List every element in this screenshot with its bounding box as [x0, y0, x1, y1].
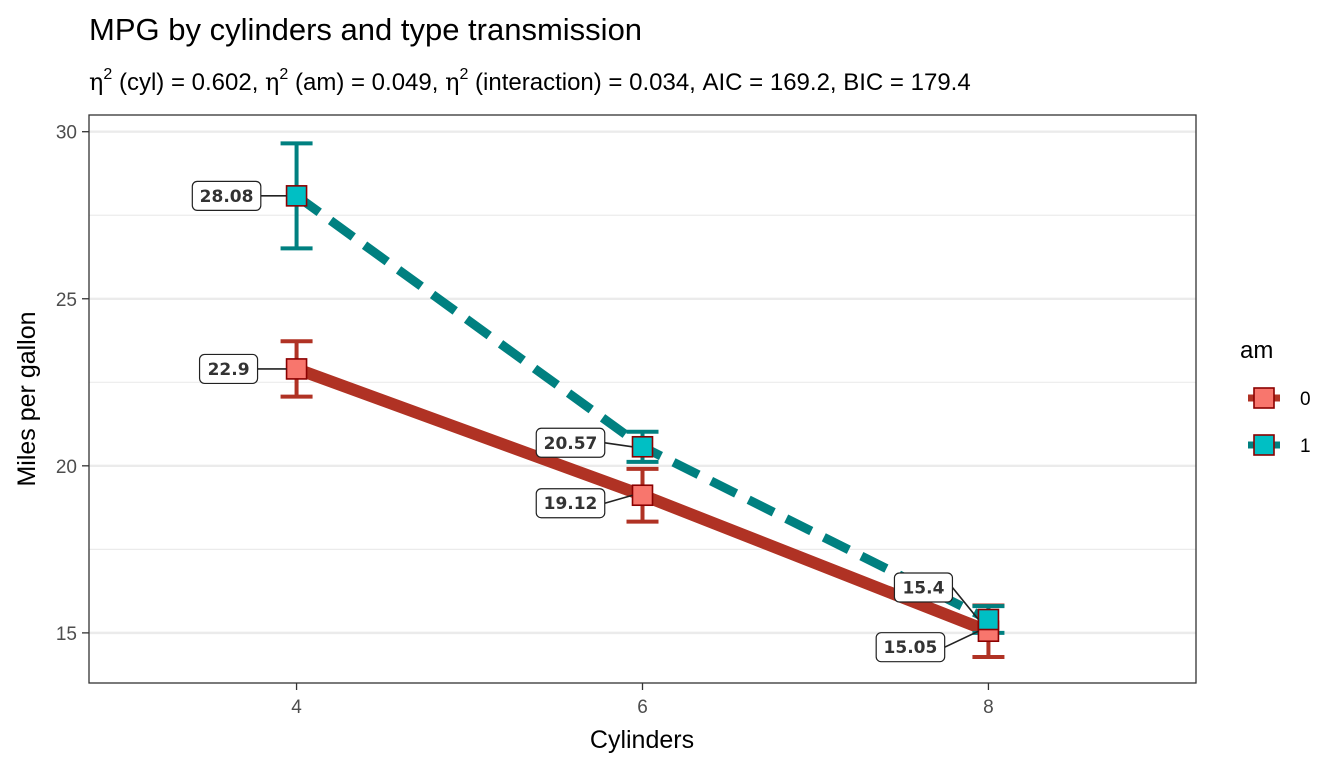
data-label-box — [535, 488, 606, 519]
axes: 15 20 25 30 4 6 8 — [56, 123, 994, 718]
legend-key-point — [1253, 434, 1275, 456]
subtitle-am: (am) = 0.049, — [288, 69, 445, 96]
data-label-leader — [944, 630, 979, 648]
data-label-text: 22.9 — [208, 360, 250, 380]
x-tick-label: 6 — [637, 697, 648, 718]
minor-grid — [89, 214, 1196, 550]
y-tick-label: 25 — [56, 290, 77, 311]
superscript-cyl: 2 — [103, 66, 112, 83]
y-tick-label: 15 — [56, 624, 77, 645]
data-label: 15.05 — [875, 630, 979, 663]
subtitle-interaction: (interaction) = 0.034, AIC = 169.2, BIC … — [468, 69, 970, 96]
subtitle-cyl: (cyl) = 0.602, — [112, 69, 265, 96]
major-grid — [89, 130, 1196, 635]
legend-item-0: 0 — [1248, 387, 1311, 410]
chart-title: MPG by cylinders and type transmission — [89, 12, 642, 47]
data-label: 19.12 — [535, 488, 633, 519]
x-tick-label: 8 — [983, 697, 994, 718]
legend-title: am — [1240, 337, 1273, 364]
chart-subtitle: η2 (cyl) = 0.602, η2 (am) = 0.049, η2 (i… — [89, 66, 971, 96]
data-point — [631, 484, 654, 507]
data-label-text: 28.08 — [200, 187, 254, 207]
data-label: 28.08 — [191, 180, 287, 211]
data-label-box — [893, 572, 954, 603]
data-label-text: 15.4 — [902, 579, 944, 599]
data-label-box — [191, 180, 262, 211]
data-label-leader — [951, 587, 980, 621]
data-point — [631, 435, 654, 458]
data-label-text: 15.05 — [884, 638, 938, 658]
eta-symbol-cyl: η — [89, 68, 103, 96]
legend-label: 1 — [1300, 436, 1311, 457]
data-point — [977, 608, 1000, 631]
data-point — [285, 185, 308, 207]
legend-item-1: 1 — [1248, 434, 1311, 457]
legend: am 0 1 — [1240, 337, 1311, 457]
eta-symbol-interaction: η — [445, 68, 459, 96]
y-tick-label: 20 — [56, 457, 77, 478]
data-label-text: 19.12 — [544, 494, 598, 514]
data-labels: 22.9 19.12 15.05 28.08 20.57 15.4 — [191, 180, 980, 663]
legend-key-point — [1253, 387, 1275, 409]
superscript-am: 2 — [279, 66, 288, 83]
data-label-text: 20.57 — [544, 434, 598, 454]
data-point — [285, 358, 308, 380]
data-label-leader — [604, 494, 633, 504]
y-axis-title: Miles per gallon — [13, 311, 41, 486]
data-label-box — [875, 632, 946, 663]
eta-symbol-am: η — [265, 68, 279, 96]
data-label-leader — [604, 441, 633, 448]
x-axis-title: Cylinders — [590, 726, 694, 754]
legend-label: 0 — [1300, 389, 1311, 410]
data-label-box — [198, 353, 259, 385]
data-label-box — [535, 427, 606, 458]
data-label: 20.57 — [535, 427, 633, 458]
data-label: 22.9 — [198, 353, 287, 385]
data-label: 15.4 — [893, 572, 980, 621]
y-tick-label: 30 — [56, 123, 77, 144]
x-tick-label: 4 — [291, 697, 302, 718]
superscript-interaction: 2 — [459, 66, 468, 83]
plot-panel-background — [89, 115, 1196, 683]
